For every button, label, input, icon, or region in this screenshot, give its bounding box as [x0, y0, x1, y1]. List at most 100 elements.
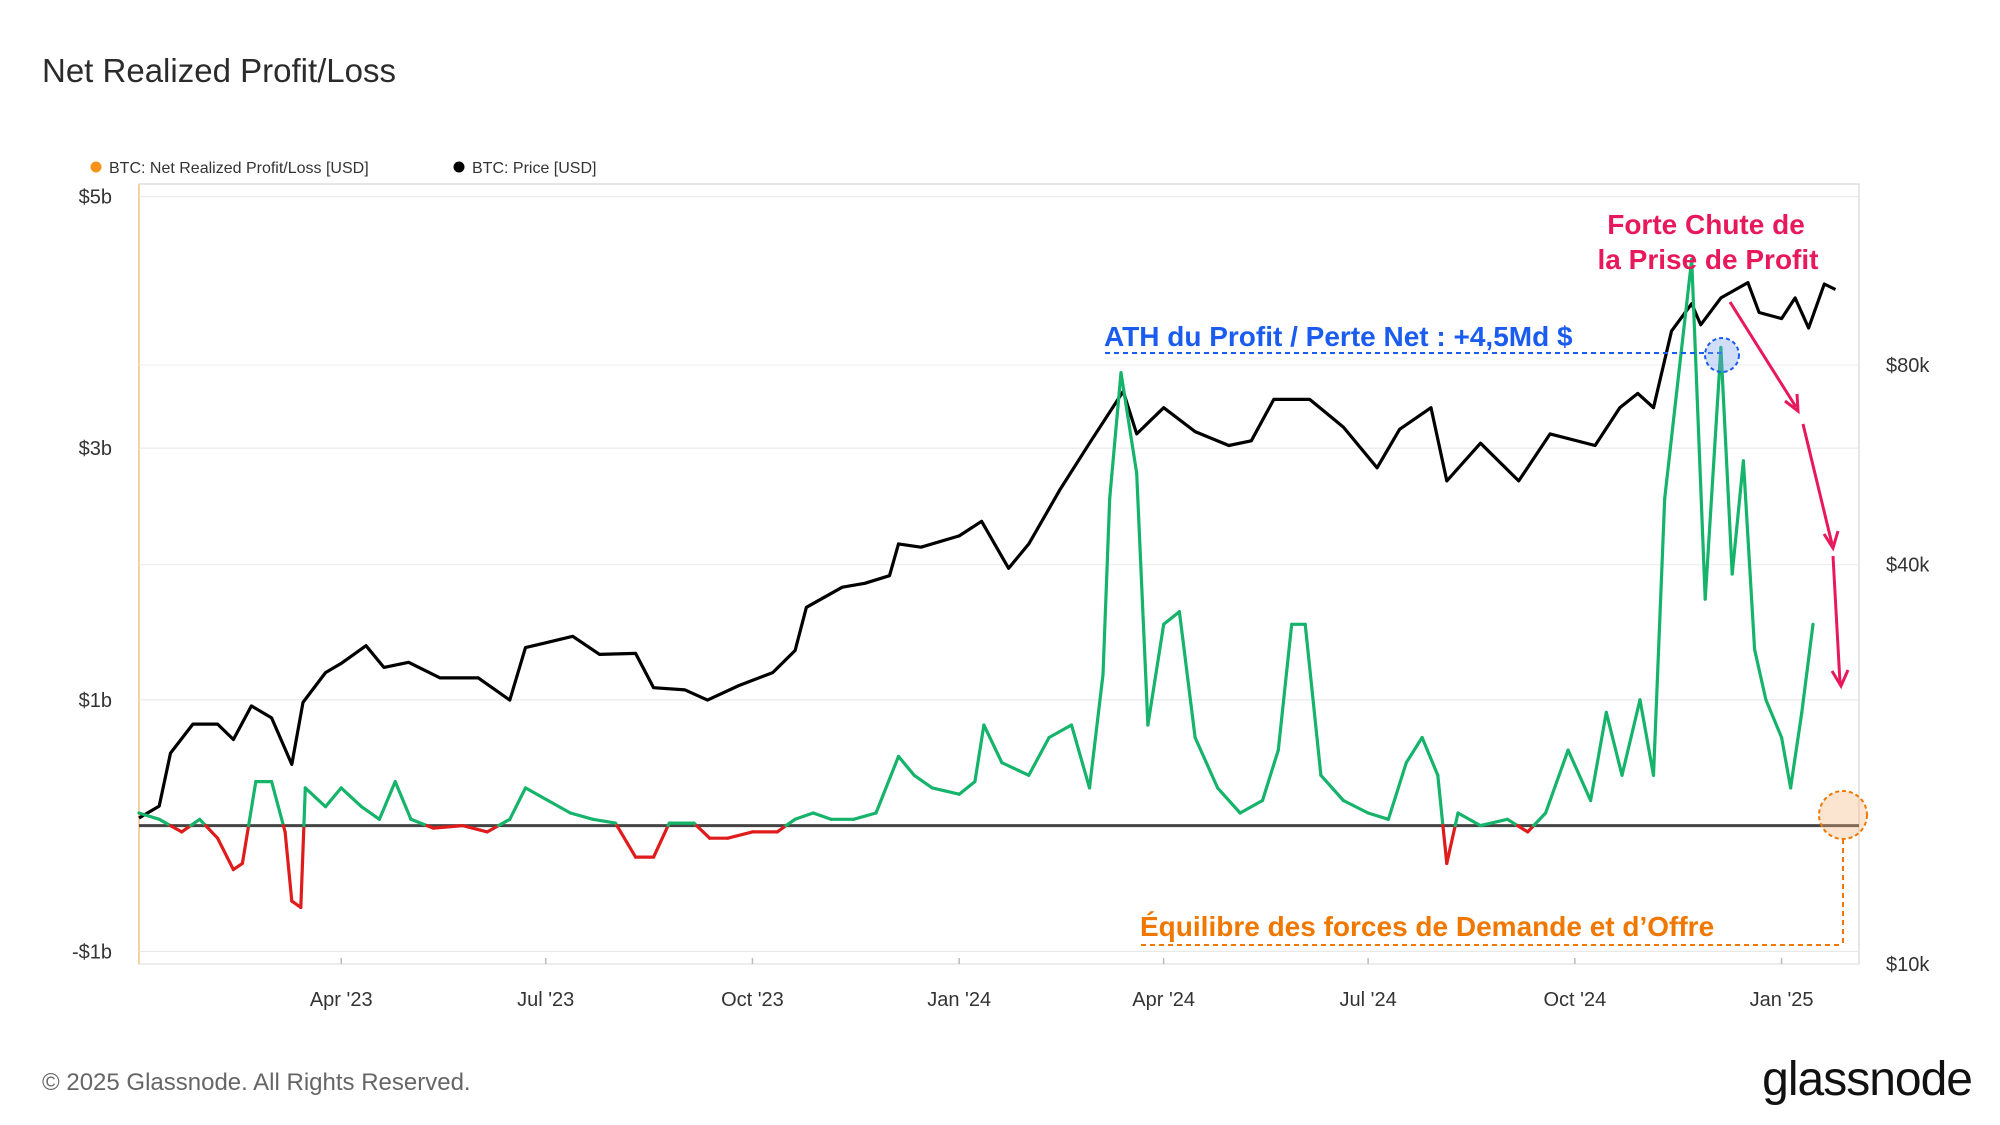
- x-tick-marks: [340, 958, 1783, 964]
- profit-loss-segment: [189, 817, 202, 828]
- x-tick-label: Jan '24: [927, 989, 991, 1011]
- profit-loss-segment: [973, 723, 986, 784]
- profit-loss-segment: [1193, 735, 1220, 790]
- profit-loss-segment: [1341, 798, 1370, 815]
- right-tick-label: $10k: [1886, 954, 1930, 976]
- profit-loss-segment: [1788, 710, 1804, 790]
- profit-loss-segment: [216, 836, 235, 872]
- profit-loss-segment: [339, 786, 364, 809]
- profit-loss-segment: [1238, 798, 1265, 815]
- plot-frame: [138, 183, 1860, 965]
- profit-loss-segment: [180, 823, 193, 834]
- profit-loss-segment: [1752, 647, 1768, 702]
- profit-loss-segment: [1177, 610, 1197, 740]
- profit-loss-segment: [694, 823, 712, 840]
- equilibrium-label: Équilibre des forces de Demande et d’Off…: [1140, 911, 1714, 942]
- legend-label-price[interactable]: BTC: Price [USD]: [472, 160, 596, 177]
- profit-loss-segment: [851, 811, 878, 821]
- profit-loss-segment: [1135, 471, 1150, 727]
- x-tick-label: Jul '24: [1340, 989, 1397, 1011]
- profit-loss-segment: [137, 811, 161, 821]
- profit-loss-segment: [1441, 823, 1449, 866]
- left-tick-label: $3b: [79, 438, 112, 460]
- profit-loss-segment: [523, 786, 550, 803]
- profit-loss-segment: [912, 773, 934, 790]
- profit-loss-segment: [1319, 773, 1346, 803]
- drop-arrow-2-head: [1822, 530, 1840, 552]
- drop-annotation: Forte Chute de la Prise de Profit: [1598, 209, 1850, 690]
- profit-loss-segment: [1478, 817, 1510, 828]
- profit-loss-segment: [1638, 698, 1656, 777]
- profit-loss-segment: [896, 754, 916, 777]
- profit-loss-segment: [1741, 459, 1757, 652]
- chart-title: Net Realized Profit/Loss: [42, 52, 396, 89]
- profit-loss-segment: [1366, 811, 1391, 821]
- profit-loss-segment: [157, 817, 173, 828]
- profit-loss-segment: [1386, 761, 1408, 821]
- ath-label: ATH du Profit / Perte Net : +4,5Md $: [1104, 321, 1573, 352]
- profit-loss-segment: [1453, 811, 1460, 828]
- equilibrium-marker: [1818, 790, 1868, 840]
- profit-loss-segment: [1047, 723, 1074, 740]
- legend-marker-price: [453, 161, 465, 173]
- profit-loss-segment: [431, 823, 465, 830]
- profit-loss-segment: [1505, 817, 1520, 828]
- drop-arrows: [1728, 301, 1850, 690]
- profit-loss-segment: [1445, 823, 1457, 866]
- x-tick-label: Apr '24: [1132, 989, 1195, 1011]
- drop-arrow-3-head: [1830, 669, 1850, 690]
- price-series-line: [138, 281, 1837, 820]
- profit-loss-segment: [1260, 748, 1280, 803]
- profit-loss-segment: [359, 805, 381, 821]
- profit-loss-segment: [615, 823, 638, 859]
- profit-loss-series: [137, 257, 1815, 910]
- x-tick-label: Apr '23: [310, 989, 373, 1011]
- grid-lines-right: [139, 364, 1859, 965]
- profit-loss-segment: [1108, 371, 1123, 501]
- profit-loss-segment: [1404, 735, 1424, 765]
- profit-loss-segment: [1588, 710, 1608, 803]
- left-axis-ticks: $5b $3b $1b -$1b: [72, 187, 112, 964]
- profit-loss-segment: [651, 823, 670, 859]
- profit-loss-segment: [775, 823, 788, 834]
- profit-loss-segment: [1532, 811, 1548, 828]
- profit-loss-segment: [793, 811, 815, 821]
- copyright-text: © 2025 Glassnode. All Rights Reserved.: [42, 1069, 471, 1096]
- profit-loss-segment: [1303, 622, 1323, 777]
- x-tick-label: Jan '25: [1750, 989, 1814, 1011]
- profit-loss-segment: [1276, 622, 1294, 752]
- profit-loss-segment: [1420, 735, 1440, 777]
- profit-loss-segment: [957, 779, 977, 796]
- profit-loss-segment: [1027, 735, 1051, 777]
- profit-loss-segment: [874, 754, 901, 815]
- profit-loss-segment: [1730, 459, 1746, 576]
- profit-loss-segment: [591, 817, 618, 825]
- profit-loss-segment: [1069, 723, 1092, 790]
- profit-loss-segment: [1604, 710, 1624, 777]
- profit-loss-segment: [1800, 622, 1815, 715]
- right-tick-label: $40k: [1886, 555, 1930, 577]
- profit-loss-segment: [231, 861, 244, 872]
- profit-loss-segment: [303, 786, 328, 809]
- profit-loss-segment: [1719, 345, 1734, 576]
- profit-loss-segment: [1690, 257, 1707, 601]
- glassnode-logo[interactable]: glassnode: [1762, 1053, 1973, 1106]
- ath-annotation: ATH du Profit / Perte Net : +4,5Md $: [1104, 321, 1740, 373]
- right-axis-ticks: $80k $40k $10k: [1886, 355, 1930, 976]
- equilibrium-annotation: Équilibre des forces de Demande et d’Off…: [1140, 790, 1868, 946]
- profit-loss-segment: [1162, 610, 1182, 626]
- profit-loss-segment: [1703, 345, 1723, 601]
- profit-loss-segment: [1515, 823, 1530, 834]
- legend-label-profit-loss[interactable]: BTC: Net Realized Profit/Loss [USD]: [109, 160, 369, 177]
- left-tick-label: $5b: [79, 187, 112, 209]
- x-axis-ticks: Apr '23 Jul '23 Oct '23 Jan '24 Apr '24 Jul '…: [310, 989, 1814, 1011]
- profit-loss-segment: [1651, 496, 1667, 777]
- left-tick-label: $1b: [79, 690, 112, 712]
- profit-loss-segment: [1566, 748, 1593, 803]
- legend-marker-profit-loss: [90, 161, 102, 173]
- profit-loss-segment: [726, 830, 755, 840]
- profit-loss-segment: [568, 811, 595, 821]
- drop-arrow-1-head: [1784, 393, 1800, 415]
- profit-loss-segment: [1146, 622, 1166, 727]
- profit-loss-segment: [461, 823, 489, 834]
